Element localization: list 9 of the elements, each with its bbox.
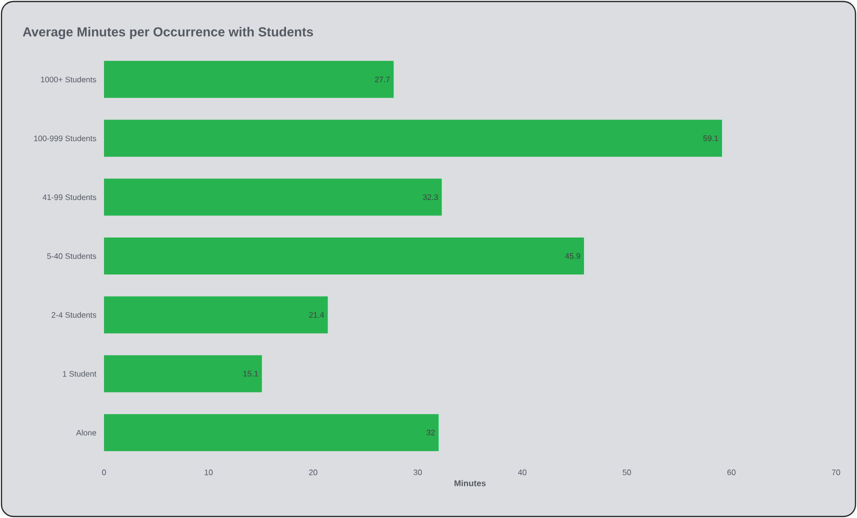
bar <box>104 60 394 98</box>
x-axis-title: Minutes <box>454 480 486 486</box>
bar <box>104 178 442 216</box>
bar <box>104 296 328 334</box>
chart-title: Average Minutes per Occurrence with Students <box>22 26 313 40</box>
bar <box>104 120 722 157</box>
bar <box>104 414 439 452</box>
bar <box>104 238 584 275</box>
bar <box>104 355 262 392</box>
